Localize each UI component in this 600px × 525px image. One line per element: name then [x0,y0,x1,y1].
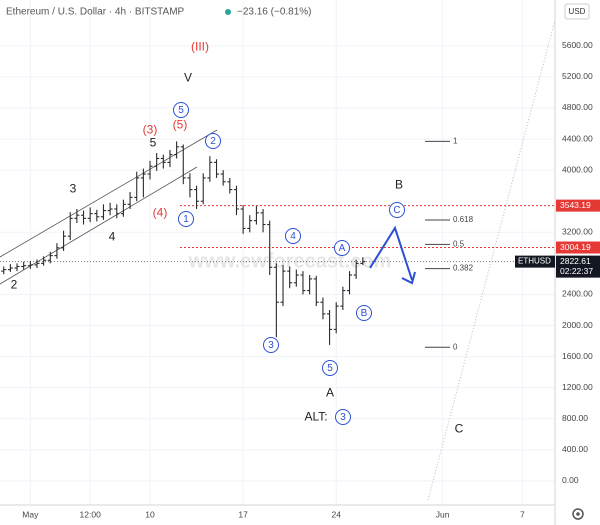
settings-icon[interactable] [572,508,584,520]
wave-label: (4) [153,206,168,220]
x-tick-label: 10 [145,509,155,519]
price-change: −23.16 (−0.81%) [237,7,312,18]
wave-circle [205,133,221,149]
x-tick-label: Jun [436,509,450,519]
y-tick-label: 5200.00 [562,71,593,81]
countdown-label: 02:22:37 [560,266,593,276]
y-tick-label: 1600.00 [562,351,593,361]
y-tick-label: 2000.00 [562,320,593,330]
x-tick-label: 17 [238,509,248,519]
wave-label: 5 [150,136,157,150]
fib-label: 1 [453,137,458,146]
level-label-box [556,241,600,254]
wave-label: B [395,178,403,192]
y-tick-label: 400.00 [562,444,588,454]
symbol-label: ETHUSD [518,257,551,266]
y-tick-label: 4000.00 [562,164,593,174]
projection-path [369,225,413,281]
wave-label: (5) [173,118,188,132]
wave-label: 4 [290,231,296,242]
y-tick-label: 800.00 [562,413,588,423]
y-tick-label: 0.00 [562,475,579,485]
fib-label: 0.618 [453,215,474,224]
fib-label: 0 [453,342,458,351]
fib-label: 0.5 [453,239,465,248]
wave-label: B [361,308,368,319]
y-tick-label: 4400.00 [562,133,593,143]
wave-label: 2 [11,278,18,292]
plot-area: www.ewforecast.com10.6180.50.3820(III)V5… [0,0,555,505]
wave-circle [173,102,189,118]
channel-line [0,166,198,285]
fib-label: 0.382 [453,264,474,273]
wave-label: 4 [109,230,116,244]
wave-circle [335,409,351,425]
wave-circle [356,305,372,321]
symbol-box [515,255,555,268]
x-tick-label: 24 [331,509,341,519]
y-tick-label: 1200.00 [562,382,593,392]
wave-label: 2 [210,136,216,147]
projection-arrowhead [401,271,416,285]
level-label: 3004.19 [560,242,591,252]
wave-circle [178,211,194,227]
wave-circle [389,202,405,218]
wave-circle [263,337,279,353]
chart-title: Ethereum / U.S. Dollar · 4h · BITSTAMP [6,7,185,18]
wave-label: C [393,205,400,216]
x-tick-label: May [22,509,39,519]
wave-circle [285,228,301,244]
wave-label: 3 [340,412,346,423]
wave-label: A [326,386,334,400]
wave-label: ALT: [304,410,327,424]
wave-label: C [455,422,464,436]
wave-label: V [184,71,192,85]
wave-label: (3) [143,123,158,137]
currency: USD [569,7,586,16]
wave-label: (III) [191,40,209,54]
wave-circle [334,240,350,256]
x-tick-label: 12:00 [80,509,102,519]
wave-circle [322,360,338,376]
wave-label: 5 [327,363,333,374]
channel-line [0,129,218,258]
x-tick-label: 7 [520,509,525,519]
currency-box[interactable] [564,3,590,20]
level-label-box [556,199,600,212]
y-tick-label: 5600.00 [562,40,593,50]
wave-label: 1 [183,214,189,225]
wave-label: A [339,243,346,254]
level-label: 3543.19 [560,200,591,210]
wave-label: 3 [268,340,274,351]
y-tick-label: 4800.00 [562,102,593,112]
wave-label: 5 [178,105,184,116]
last-price-label: 2822.61 [560,256,591,266]
y-tick-label: 3200.00 [562,227,593,237]
y-tick-label: 2400.00 [562,289,593,299]
last-price-box [556,255,600,278]
status-dot [225,9,231,15]
wave-label: 3 [70,182,77,196]
